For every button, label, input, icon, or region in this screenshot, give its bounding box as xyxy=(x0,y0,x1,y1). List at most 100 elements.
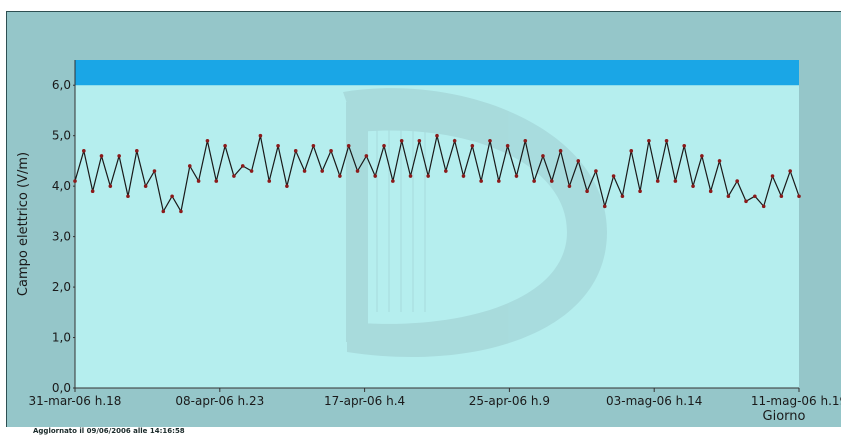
data-point xyxy=(611,174,616,178)
data-point xyxy=(399,138,404,143)
data-point xyxy=(152,169,157,173)
data-point xyxy=(232,174,236,178)
data-point xyxy=(638,189,642,193)
data-point xyxy=(364,154,369,158)
data-point xyxy=(311,143,316,148)
data-point xyxy=(179,209,183,214)
data-point xyxy=(647,138,651,143)
x-tick-label: 11-mag-06 h.19 xyxy=(751,394,841,408)
data-point xyxy=(302,169,307,173)
data-point xyxy=(240,164,245,168)
y-tick-label: 0,0 xyxy=(52,381,71,395)
data-point xyxy=(655,179,660,183)
data-point xyxy=(770,174,775,178)
data-point xyxy=(514,174,519,178)
data-point xyxy=(735,179,739,183)
data-point xyxy=(214,179,219,183)
data-point xyxy=(408,174,413,178)
harp-logo-watermark xyxy=(343,88,607,357)
data-point xyxy=(620,194,625,199)
data-point xyxy=(170,194,174,199)
data-point xyxy=(285,184,289,188)
data-point xyxy=(444,169,448,173)
data-point xyxy=(700,154,704,158)
data-point xyxy=(293,149,298,153)
data-point xyxy=(602,204,607,209)
limit-band xyxy=(75,60,799,86)
data-point xyxy=(505,143,510,148)
chart-frame: 0,0 1,0 2,0 3,0 4,0 5,0 6,0 31-mar-06 h.18 08-a… xyxy=(6,11,841,435)
data-point xyxy=(479,179,483,183)
data-point xyxy=(629,149,634,153)
y-tick-label: 2,0 xyxy=(52,280,71,294)
data-point xyxy=(708,189,713,193)
data-point xyxy=(205,138,210,143)
data-point xyxy=(99,154,104,158)
data-point xyxy=(567,184,572,188)
chart-svg: 0,0 1,0 2,0 3,0 4,0 5,0 6,0 31-mar-06 h.18 08-a… xyxy=(16,60,841,424)
y-tick-label: 4,0 xyxy=(52,179,71,193)
x-tick-label: 25-apr-06 h.9 xyxy=(469,394,550,408)
data-point xyxy=(373,174,377,178)
data-point xyxy=(558,149,563,153)
data-point xyxy=(682,143,687,148)
data-point xyxy=(761,204,766,209)
data-point xyxy=(488,138,492,143)
data-point xyxy=(673,179,678,183)
data-point xyxy=(417,138,422,143)
data-point xyxy=(532,179,536,183)
x-tick-label: 17-apr-06 h.4 xyxy=(324,394,405,408)
data-point xyxy=(523,138,528,143)
data-point xyxy=(117,154,121,158)
data-point xyxy=(779,194,784,199)
data-point xyxy=(717,159,722,163)
y-axis: 0,0 1,0 2,0 3,0 4,0 5,0 6,0 xyxy=(52,60,76,395)
data-point xyxy=(346,143,351,148)
series-electric-field xyxy=(73,133,801,214)
data-point xyxy=(143,184,148,188)
data-point xyxy=(797,194,801,199)
x-tick-label: 03-mag-06 h.14 xyxy=(606,394,702,408)
data-point xyxy=(426,174,430,178)
data-point xyxy=(329,149,333,153)
data-point xyxy=(497,179,501,183)
data-point xyxy=(391,179,395,183)
data-point xyxy=(187,164,192,168)
x-axis: 31-mar-06 h.18 08-apr-06 h.23 17-apr-06 h.… xyxy=(29,387,841,408)
data-point xyxy=(726,194,731,199)
data-point xyxy=(126,194,130,199)
data-point xyxy=(276,143,280,148)
data-point xyxy=(135,149,139,153)
data-point xyxy=(161,209,166,214)
data-point xyxy=(452,138,457,143)
data-point xyxy=(576,159,581,163)
data-point xyxy=(470,143,475,148)
x-tick-label: 08-apr-06 h.23 xyxy=(175,394,264,408)
data-point xyxy=(435,133,439,138)
data-point xyxy=(744,199,748,204)
data-point xyxy=(90,189,95,193)
x-tick-label: 31-mar-06 h.18 xyxy=(29,394,122,408)
data-point xyxy=(355,169,360,173)
data-point xyxy=(664,138,669,143)
data-point xyxy=(382,143,386,148)
data-point xyxy=(267,179,272,183)
data-point xyxy=(753,194,757,199)
data-point xyxy=(320,169,325,173)
data-point xyxy=(82,149,86,153)
data-point xyxy=(223,143,227,148)
data-point xyxy=(338,174,342,178)
data-point xyxy=(549,179,554,183)
data-point xyxy=(249,169,254,173)
y-tick-label: 1,0 xyxy=(52,331,71,345)
data-point xyxy=(541,154,545,158)
y-tick-label: 5,0 xyxy=(52,129,71,143)
y-axis-title: Campo elettrico (V/m) xyxy=(16,152,31,296)
y-tick-label: 3,0 xyxy=(52,230,71,244)
y-tick-label: 6,0 xyxy=(52,78,71,92)
last-updated-note: Agglornato il 09/06/2006 alle 14:16:58 xyxy=(33,427,185,435)
data-point xyxy=(196,179,201,183)
data-point xyxy=(108,184,113,188)
x-axis-title: Giorno xyxy=(763,409,806,424)
data-point xyxy=(691,184,695,188)
